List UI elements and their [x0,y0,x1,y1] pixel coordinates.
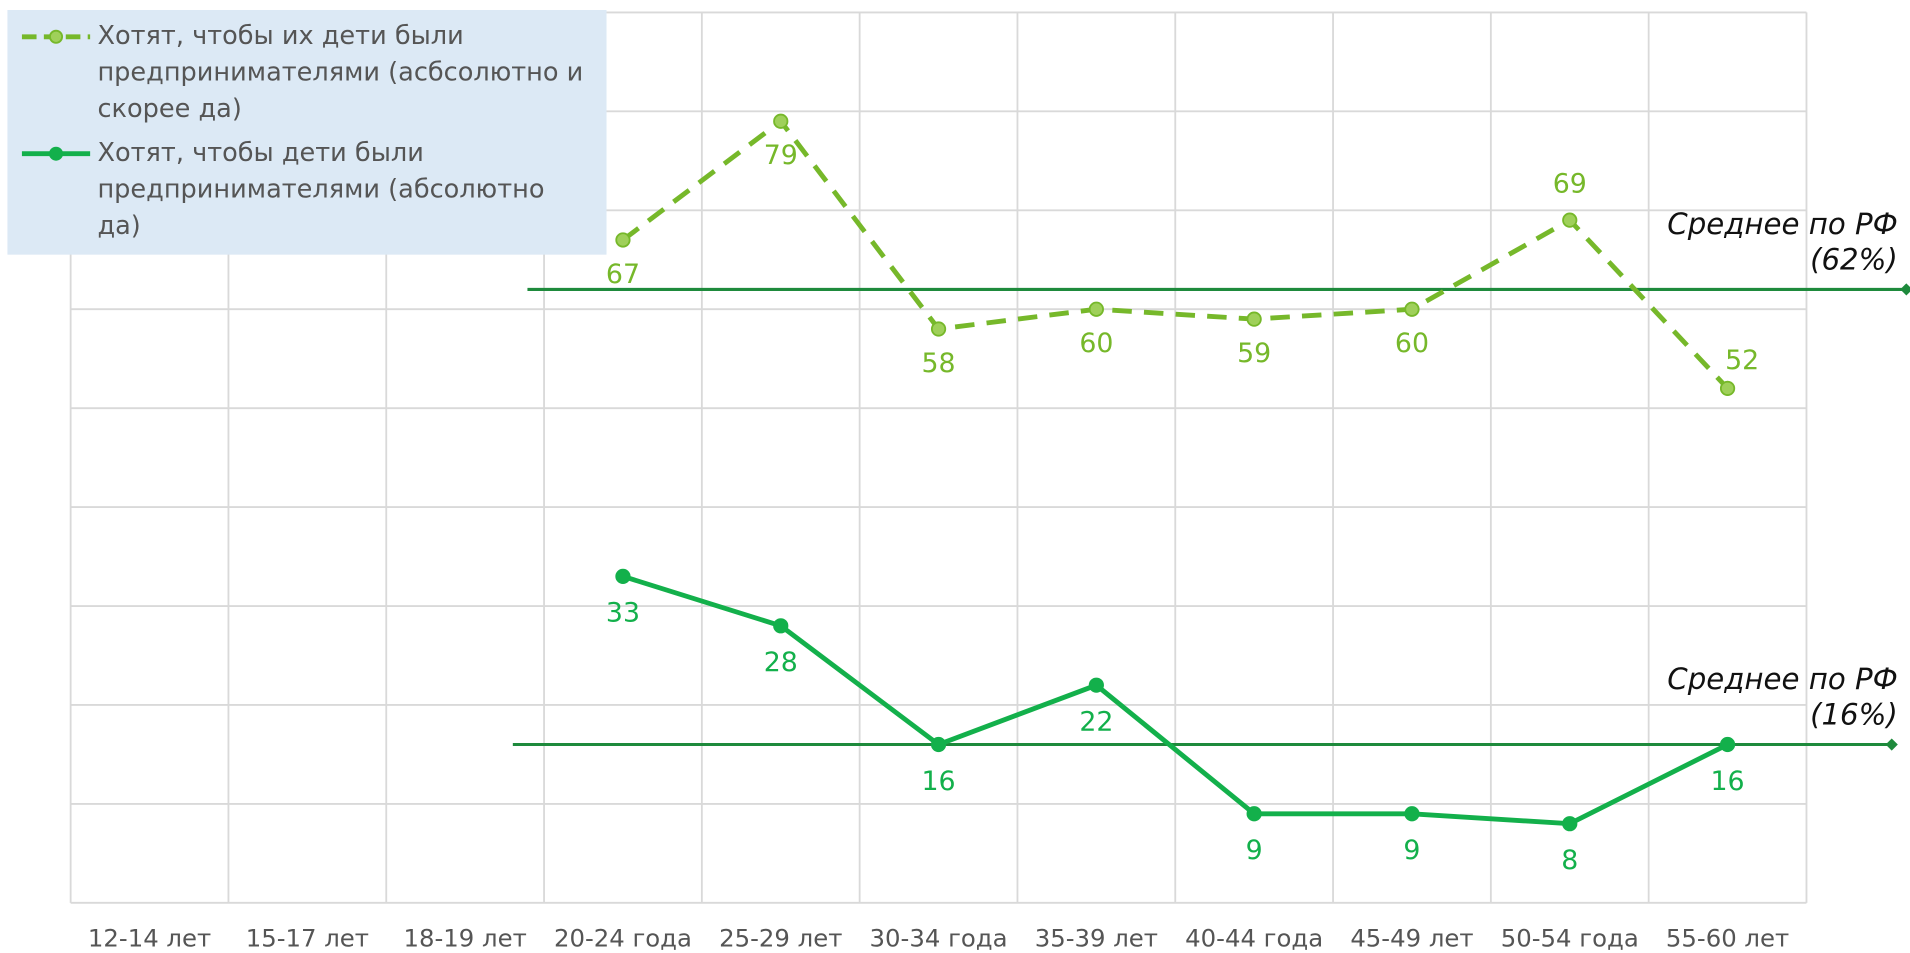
data-label: 28 [764,647,798,678]
legend-entry: Хотят, чтобы их дети были предпринимател… [19,17,594,127]
legend-marker [49,146,64,161]
data-label: 22 [1079,706,1113,737]
data-point [1088,301,1104,317]
series-line [621,117,1730,391]
data-label: 79 [764,140,798,171]
data-label: 58 [922,348,956,379]
legend-label: Хотят, чтобы дети были предпринимателями… [97,137,545,241]
legend: Хотят, чтобы их дети были предпринимател… [7,9,607,255]
reference-value-label: (62%) [1810,242,1898,276]
data-point [1719,380,1736,396]
x-tick-label: 15-17 лет [246,923,369,952]
data-label: 16 [922,766,956,797]
data-label: 9 [1403,835,1420,866]
x-tick-label: 30-34 года [870,923,1008,952]
x-tick-label: 45-49 лет [1350,923,1473,952]
reference-end-marker [1885,738,1898,751]
data-label: 52 [1725,345,1759,376]
data-point [1246,311,1262,327]
data-label: 69 [1553,168,1587,199]
x-tick-label: 20-24 года [554,923,692,952]
data-point [1246,806,1262,822]
data-point [1404,301,1420,317]
x-tick-label: 35-39 лет [1035,923,1158,952]
reference-value-label: (16%) [1810,698,1898,732]
legend-box: Хотят, чтобы их дети были предпринимател… [7,9,607,255]
x-tick-label: 25-29 лет [719,923,842,952]
data-point [773,618,789,634]
reference-label: Среднее по РФ [1667,662,1898,696]
legend-label: Хотят, чтобы их дети были предпринимател… [97,20,584,124]
series-line [622,574,1729,827]
data-label: 60 [1079,328,1113,359]
reference-end-marker [1900,283,1910,296]
data-label: 60 [1395,328,1429,359]
reference-label: Среднее по РФ [1667,207,1898,241]
legend-entry: Хотят, чтобы дети были предпринимателями… [19,134,594,244]
data-point [1562,212,1578,228]
legend-icon [21,146,91,161]
x-tick-label: 55-60 лет [1666,923,1789,952]
data-point [1404,806,1420,822]
legend-marker [49,29,64,44]
data-label: 59 [1237,338,1271,369]
data-point [615,568,631,584]
data-point [930,321,947,337]
data-point [773,113,789,129]
data-label: 33 [606,598,640,629]
data-label: 16 [1711,766,1745,797]
data-point [1719,736,1736,753]
x-tick-label: 12-14 лет [88,923,211,952]
data-point [1562,816,1578,832]
x-tick-label: 40-44 года [1185,923,1323,952]
legend-icon [21,29,91,44]
data-point [1088,677,1104,693]
x-tick-label: 50-54 года [1501,923,1639,952]
x-tick-label: 18-19 лет [404,923,527,952]
data-label: 9 [1246,835,1263,866]
data-label: 67 [606,259,640,290]
data-label: 8 [1561,845,1578,876]
data-point [615,232,631,248]
data-point [930,736,947,753]
